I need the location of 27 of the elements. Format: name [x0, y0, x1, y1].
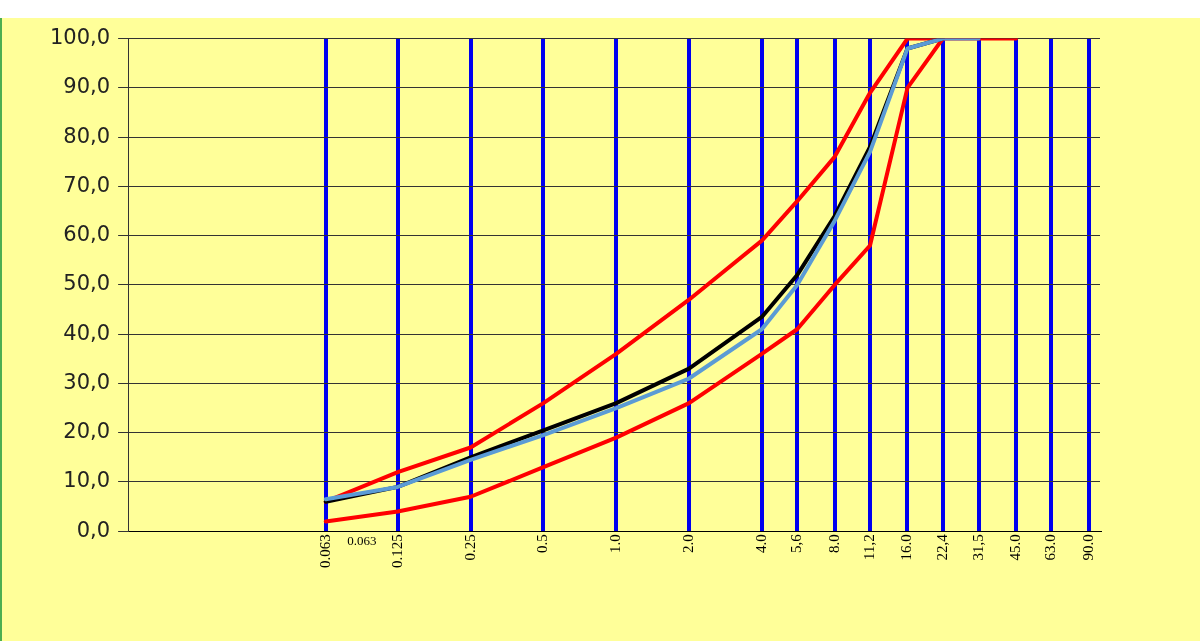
x-tick-label: 63.0 [1042, 534, 1059, 561]
x-tick-label: 45.0 [1007, 534, 1024, 561]
y-tick-label: 40,0 [63, 320, 111, 345]
y-tick-label: 0,0 [76, 517, 111, 542]
y-tick-label: 90,0 [63, 74, 111, 99]
x-tick-label: 90.0 [1079, 534, 1096, 561]
y-tick-label: 70,0 [63, 172, 111, 197]
y-tick-label: 30,0 [63, 369, 111, 394]
x-tick-label: 0.063 [316, 534, 333, 568]
x-tick-label: 0.125 [388, 534, 405, 568]
x-tick-label: 11,2 [860, 534, 877, 560]
y-tick-label: 60,0 [63, 222, 111, 247]
y-tick-label: 20,0 [63, 419, 111, 444]
x-tick-label: 1.0 [607, 534, 624, 553]
y-tick-label: 100,0 [49, 25, 111, 50]
y-tick-label: 80,0 [63, 123, 111, 148]
x-tick-label: 31,5 [969, 534, 986, 561]
x-tick-label: 0.25 [461, 534, 478, 561]
x-tick-label: 8.0 [825, 534, 842, 553]
x-tick-label: 4.0 [752, 534, 769, 553]
x-tick-label: 5,6 [788, 533, 805, 553]
x-tick-label: 2.0 [679, 534, 696, 553]
y-tick-label: 50,0 [63, 271, 111, 296]
x-tick-label: 22,4 [933, 533, 950, 561]
x-tick-label: 16.0 [898, 534, 915, 561]
y-tick-label: 10,0 [63, 468, 111, 493]
x-tick-label: 0.5 [534, 534, 551, 553]
